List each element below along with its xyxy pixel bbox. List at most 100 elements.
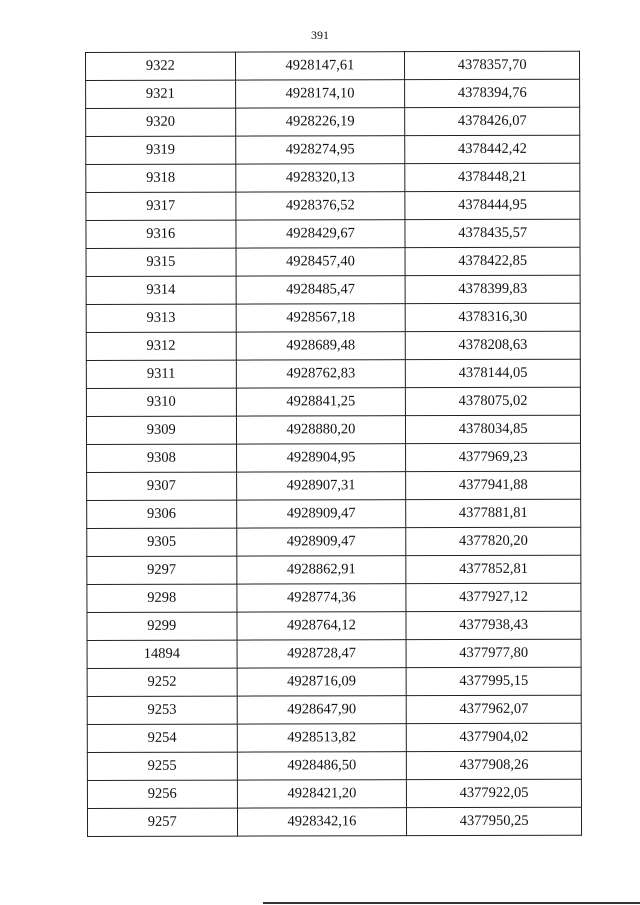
- page-number: 391: [311, 28, 329, 42]
- table-row: 9320 4928226,19 4378426,07: [85, 107, 580, 137]
- y-coordinate-cell: 4378435,57: [405, 219, 581, 248]
- y-coordinate-cell: 4377881,81: [405, 499, 581, 528]
- x-coordinate-cell: 4928904,95: [236, 443, 406, 473]
- table-row: 9308 4928904,95 4377969,23: [86, 443, 581, 473]
- x-coordinate-cell: 4928421,20: [236, 779, 407, 809]
- table-row: 9310 4928841,25 4378075,02: [86, 387, 581, 417]
- x-coordinate-cell: 4928716,09: [236, 667, 407, 697]
- table-row: 9322 4928147,61 4378357,70: [85, 51, 580, 81]
- scan-edge-line: [263, 902, 640, 904]
- point-number-cell: 9319: [85, 136, 236, 165]
- x-coordinate-cell: 4928762,83: [235, 359, 406, 389]
- x-coordinate-cell: 4928457,40: [235, 247, 406, 277]
- point-number-cell: 9315: [86, 248, 236, 277]
- x-coordinate-cell: 4928342,16: [237, 807, 407, 837]
- table-row: 9255 4928486,50 4377908,26: [87, 751, 582, 781]
- table-row: 9299 4928764,12 4377938,43: [86, 611, 582, 641]
- point-number-cell: 9308: [86, 444, 237, 473]
- point-number-cell: 9254: [87, 724, 237, 753]
- y-coordinate-cell: 4377922,05: [406, 779, 582, 808]
- x-coordinate-cell: 4928320,13: [235, 163, 406, 193]
- x-coordinate-cell: 4928376,52: [235, 191, 406, 221]
- point-number-cell: 9257: [87, 808, 238, 837]
- x-coordinate-cell: 4928862,91: [236, 555, 407, 585]
- x-coordinate-cell: 4928647,90: [236, 695, 407, 725]
- x-coordinate-cell: 4928909,47: [236, 527, 407, 557]
- x-coordinate-cell: 4928513,82: [236, 723, 407, 753]
- y-coordinate-cell: 4378075,02: [405, 387, 581, 416]
- x-coordinate-cell: 4928485,47: [235, 275, 406, 305]
- x-coordinate-cell: 4928764,12: [236, 611, 407, 641]
- table-row: 9307 4928907,31 4377941,88: [86, 471, 581, 501]
- table-row: 9311 4928762,83 4378144,05: [86, 359, 581, 389]
- table-row: 9321 4928174,10 4378394,76: [85, 79, 580, 109]
- y-coordinate-cell: 4377941,88: [405, 471, 581, 500]
- y-coordinate-cell: 4378399,83: [405, 275, 581, 304]
- y-coordinate-cell: 4377820,20: [406, 527, 581, 556]
- x-coordinate-cell: 4928567,18: [235, 303, 406, 333]
- x-coordinate-cell: 4928174,10: [235, 79, 405, 109]
- x-coordinate-cell: 4928429,67: [235, 219, 406, 249]
- point-number-cell: 9316: [85, 220, 236, 249]
- point-number-cell: 9298: [86, 584, 237, 613]
- point-number-cell: 9318: [85, 164, 236, 193]
- point-number-cell: 9317: [85, 192, 236, 221]
- x-coordinate-cell: 4928486,50: [236, 751, 407, 781]
- point-number-cell: 9253: [87, 696, 237, 725]
- table-row: 9315 4928457,40 4378422,85: [86, 247, 581, 277]
- y-coordinate-cell: 4378442,42: [405, 135, 580, 164]
- y-coordinate-cell: 4378444,95: [405, 191, 580, 220]
- table-row: 9253 4928647,90 4377962,07: [87, 695, 582, 725]
- y-coordinate-cell: 4377962,07: [406, 695, 582, 724]
- y-coordinate-cell: 4377950,25: [406, 807, 582, 836]
- y-coordinate-cell: 4377908,26: [406, 751, 582, 780]
- x-coordinate-cell: 4928274,95: [235, 135, 406, 165]
- y-coordinate-cell: 4378394,76: [404, 79, 580, 108]
- point-number-cell: 9322: [85, 52, 236, 81]
- y-coordinate-cell: 4378034,85: [405, 415, 581, 444]
- point-number-cell: 9306: [86, 500, 237, 529]
- x-coordinate-cell: 4928907,31: [236, 471, 406, 501]
- y-coordinate-cell: 4377852,81: [406, 555, 581, 584]
- table-row: 9257 4928342,16 4377950,25: [87, 807, 582, 837]
- y-coordinate-cell: 4377995,15: [406, 667, 582, 696]
- x-coordinate-cell: 4928880,20: [236, 415, 406, 445]
- x-coordinate-cell: 4928147,61: [235, 51, 405, 81]
- table-row: 9309 4928880,20 4378034,85: [86, 415, 581, 445]
- x-coordinate-cell: 4928226,19: [235, 107, 406, 137]
- table-row: 9305 4928909,47 4377820,20: [86, 527, 581, 557]
- table-row: 9317 4928376,52 4378444,95: [85, 191, 580, 221]
- table-row: 9318 4928320,13 4378448,21: [85, 163, 580, 193]
- y-coordinate-cell: 4378426,07: [404, 107, 580, 136]
- point-number-cell: 9256: [87, 780, 238, 809]
- y-coordinate-cell: 4377904,02: [406, 723, 582, 752]
- point-number-cell: 9321: [85, 80, 236, 109]
- point-number-cell: 9255: [87, 752, 237, 781]
- table-row: 9256 4928421,20 4377922,05: [87, 779, 582, 809]
- x-coordinate-cell: 4928909,47: [236, 499, 407, 529]
- point-number-cell: 9312: [86, 332, 236, 361]
- table-row: 9313 4928567,18 4378316,30: [86, 303, 581, 333]
- y-coordinate-cell: 4378316,30: [405, 303, 581, 332]
- point-number-cell: 9299: [86, 612, 237, 641]
- y-coordinate-cell: 4378422,85: [405, 247, 581, 276]
- table-row: 9306 4928909,47 4377881,81: [86, 499, 581, 529]
- y-coordinate-cell: 4378208,63: [405, 331, 581, 360]
- y-coordinate-cell: 4377938,43: [406, 611, 582, 640]
- y-coordinate-cell: 4377969,23: [405, 443, 581, 472]
- point-number-cell: 9305: [86, 528, 237, 557]
- table-row: 9252 4928716,09 4377995,15: [87, 667, 582, 697]
- y-coordinate-cell: 4377927,12: [406, 583, 581, 612]
- x-coordinate-cell: 4928728,47: [236, 639, 407, 669]
- table-row: 9312 4928689,48 4378208,63: [86, 331, 581, 361]
- y-coordinate-cell: 4377977,80: [406, 639, 582, 668]
- coordinates-table: 9322 4928147,61 4378357,70 9321 4928174,10 43…: [85, 51, 582, 837]
- point-number-cell: 9309: [86, 416, 237, 445]
- table-row: 9319 4928274,95 4378442,42: [85, 135, 580, 165]
- point-number-cell: 9307: [86, 472, 237, 501]
- table-row: 14894 4928728,47 4377977,80: [87, 639, 582, 669]
- x-coordinate-cell: 4928774,36: [236, 583, 407, 613]
- point-number-cell: 9320: [85, 108, 236, 137]
- y-coordinate-cell: 4378357,70: [404, 51, 580, 80]
- y-coordinate-cell: 4378448,21: [405, 163, 580, 192]
